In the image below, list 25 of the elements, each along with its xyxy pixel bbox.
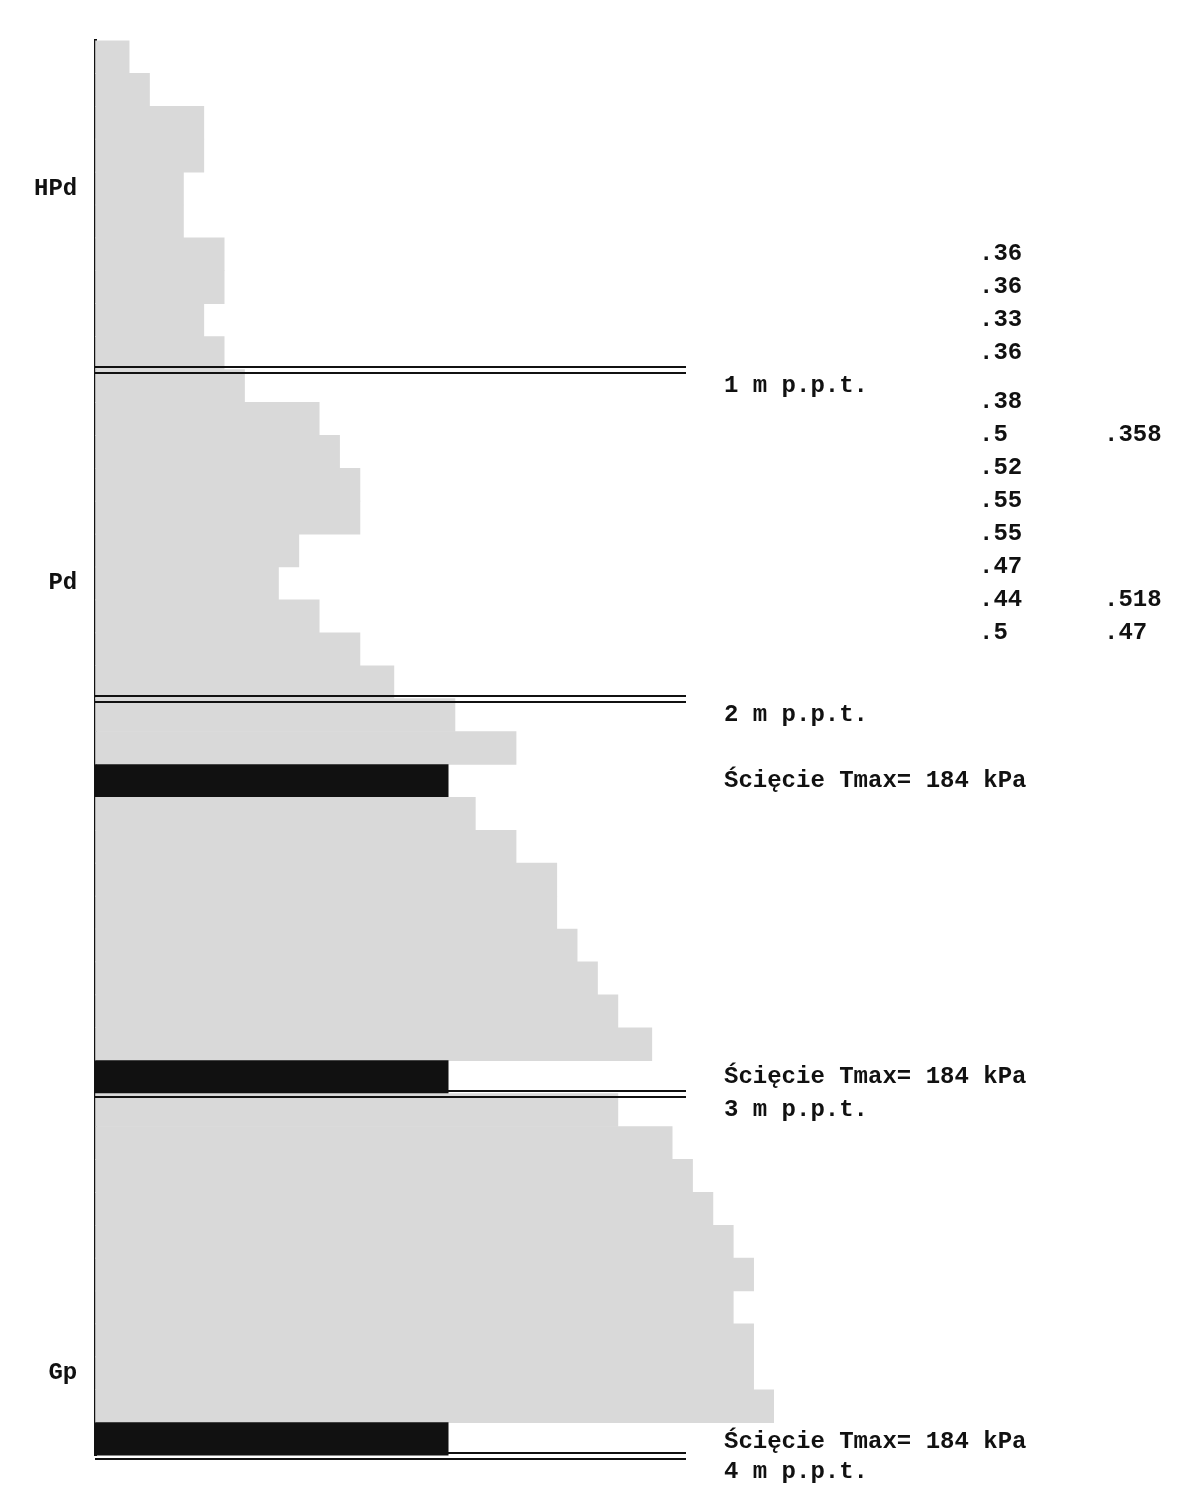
text: .5 [979, 618, 1008, 646]
annotation: 2 m p.p.t. [724, 701, 869, 729]
text: .36 [979, 339, 1023, 367]
annotation: Ścięcie Tmax= 184 kPa [724, 765, 1027, 794]
text: .55 [979, 487, 1023, 515]
y-tick-label: HPd [33, 174, 78, 202]
text: .5 [979, 421, 1008, 449]
annotation: Ścięcie Tmax= 184 kPa [724, 1062, 1027, 1091]
annotation: Ścięcie Tmax= 184 kPa [724, 1427, 1027, 1456]
annotation: 3 m p.p.t. [724, 1096, 869, 1124]
y-tick-label: Pd [48, 569, 78, 597]
y-tick-label: Gp [48, 1359, 78, 1387]
text: .38 [979, 388, 1023, 416]
text: .47 [979, 553, 1023, 581]
text: .47 [1104, 618, 1148, 646]
text: .52 [979, 454, 1023, 482]
text: .44 [979, 585, 1023, 613]
text: .358 [1104, 421, 1162, 449]
text: 4 m p.p.t. [724, 1458, 869, 1486]
text: .33 [979, 306, 1023, 334]
text: .55 [979, 520, 1023, 548]
text: .518 [1104, 585, 1162, 613]
text: .36 [979, 273, 1023, 301]
text: .36 [979, 240, 1023, 268]
annotation: 1 m p.p.t. [724, 372, 869, 400]
